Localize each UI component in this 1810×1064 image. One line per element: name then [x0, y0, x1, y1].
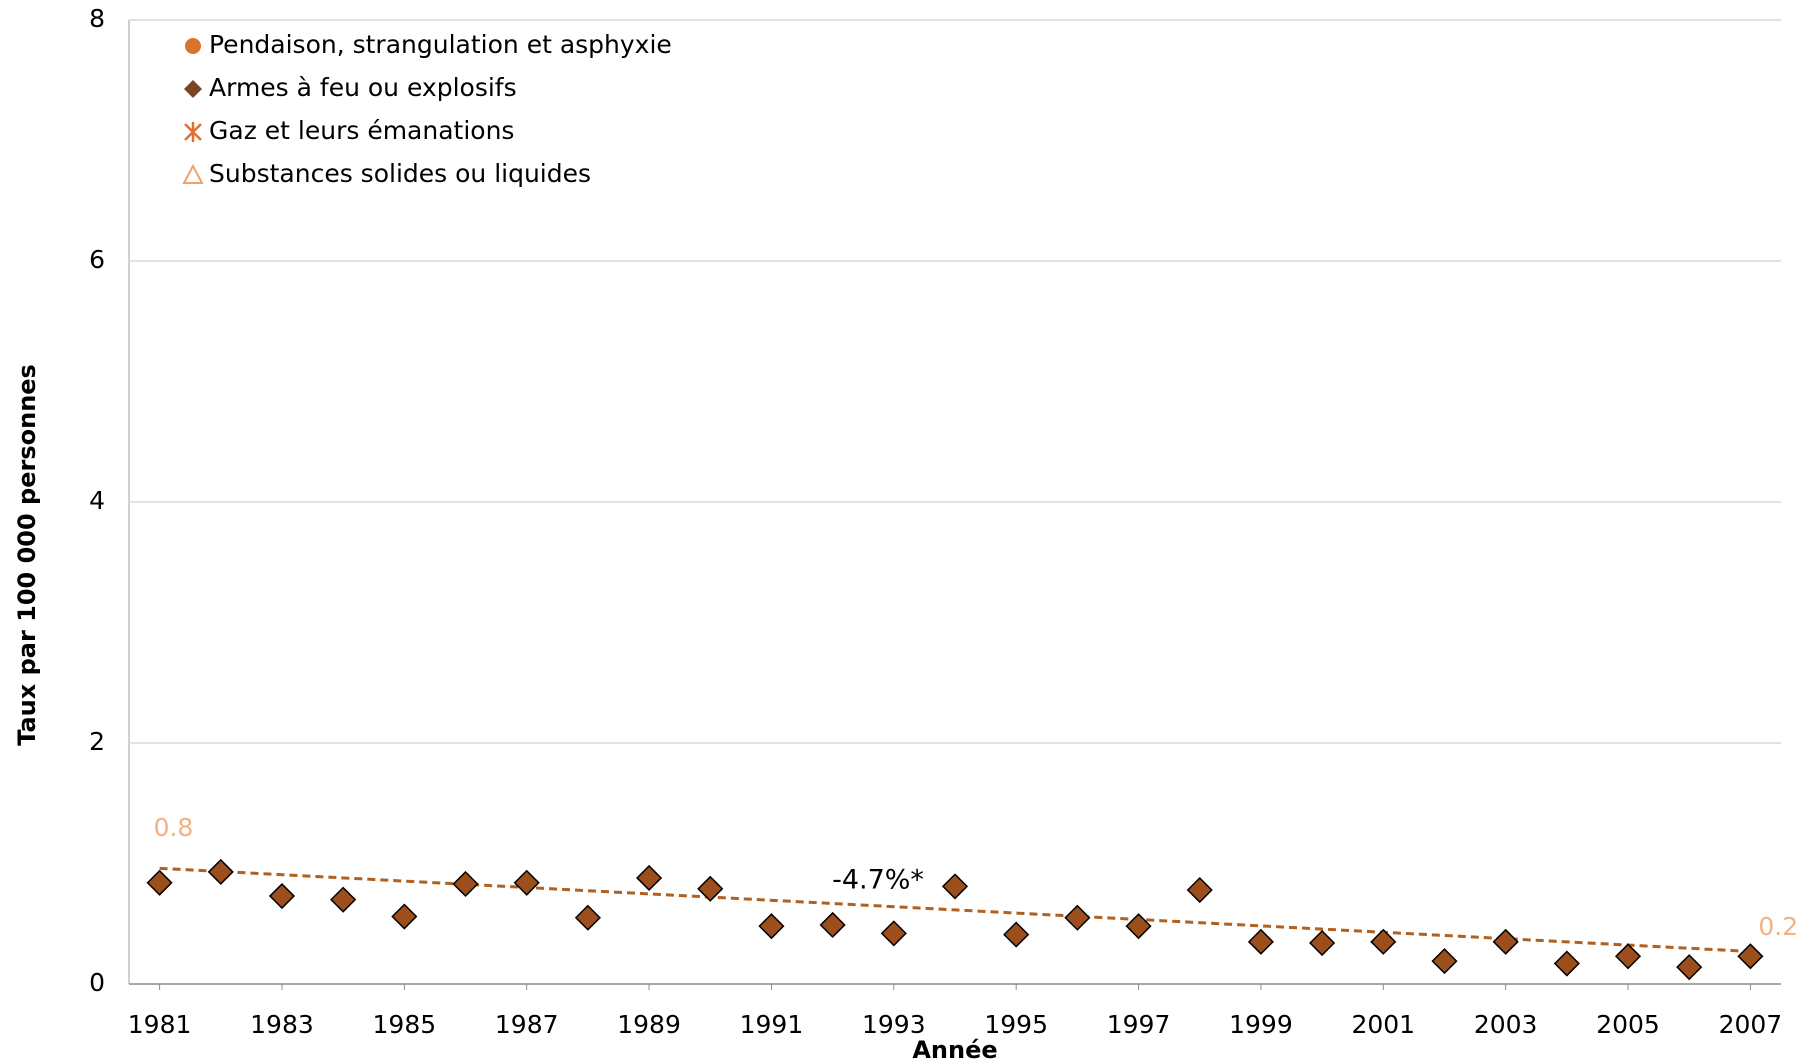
legend-label: Armes à feu ou explosifs	[209, 73, 517, 102]
x-tick-label: 1991	[740, 1010, 804, 1039]
legend-marker	[184, 122, 202, 142]
x-tick-label: 2003	[1474, 1010, 1538, 1039]
data-point	[636, 864, 663, 892]
x-tick-label: 1985	[373, 1010, 437, 1039]
x-tick-label: 1989	[617, 1010, 681, 1039]
x-tick-label: 1993	[862, 1010, 926, 1039]
data-point	[146, 869, 173, 896]
end-label: 0.2	[1758, 912, 1798, 941]
trend-annotation: -4.7%*	[832, 865, 924, 896]
y-tick-label: 6	[89, 245, 105, 274]
legend-marker	[184, 80, 202, 98]
x-tick-label: 2007	[1719, 1010, 1783, 1039]
x-axis-label: Année	[912, 1036, 997, 1064]
data-point	[452, 870, 479, 898]
x-tick-label: 1981	[128, 1010, 192, 1039]
x-tick-label: 1983	[250, 1010, 314, 1039]
data-point	[1676, 954, 1703, 981]
data-point	[1737, 943, 1764, 970]
data-point	[1003, 921, 1030, 948]
x-tick-label: 2001	[1351, 1010, 1415, 1039]
legend-label: Gaz et leurs émanations	[209, 116, 514, 145]
y-axis-label: Taux par 100 000 personnes	[13, 364, 41, 746]
x-tick-label: 1995	[984, 1010, 1048, 1039]
data-point	[330, 886, 357, 913]
data-point	[1431, 948, 1458, 975]
data-point	[880, 920, 907, 947]
data-point	[697, 875, 724, 902]
x-tick-label: 2005	[1596, 1010, 1660, 1039]
data-point	[1370, 928, 1397, 955]
x-tick-label: 1997	[1107, 1010, 1171, 1039]
data-point	[819, 911, 846, 939]
data-point	[1247, 928, 1274, 955]
data-point	[1553, 950, 1580, 977]
legend-marker	[182, 163, 204, 184]
data-point	[391, 903, 418, 930]
data-point	[1064, 904, 1091, 931]
end-label: 0.8	[154, 813, 194, 842]
data-point	[1309, 929, 1336, 957]
data-point	[268, 882, 296, 910]
data-point	[1492, 928, 1519, 955]
trend-line	[159, 866, 1751, 953]
data-point	[513, 869, 540, 896]
y-tick-label: 2	[89, 727, 105, 756]
data-point	[941, 873, 969, 900]
x-tick-label: 1999	[1229, 1010, 1293, 1039]
y-tick-label: 8	[89, 4, 105, 33]
data-point	[1186, 876, 1213, 904]
y-tick-label: 0	[89, 968, 105, 997]
legend-label: Pendaison, strangulation et asphyxie	[209, 30, 672, 59]
y-tick-label: 4	[89, 486, 105, 515]
data-point	[758, 913, 785, 940]
legend-label: Substances solides ou liquides	[209, 159, 591, 188]
legend-marker	[185, 38, 201, 54]
data-point	[207, 858, 234, 885]
data-point	[1614, 943, 1642, 970]
data-point	[574, 904, 601, 931]
x-tick-label: 1987	[495, 1010, 559, 1039]
data-point	[1125, 913, 1152, 940]
